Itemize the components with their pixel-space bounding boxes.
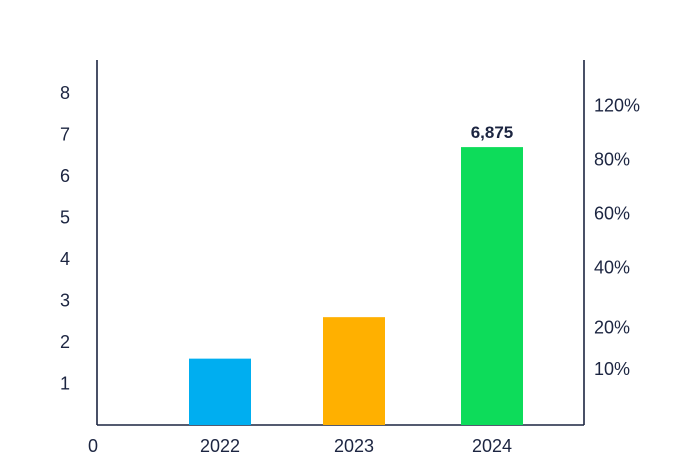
left-tick-7: 7 [60, 125, 70, 145]
left-tick-6: 6 [60, 166, 70, 186]
left-tick-5: 5 [60, 208, 70, 228]
right-tick-20pct: 20% [594, 318, 630, 338]
origin-tick-label: 0 [88, 436, 98, 456]
right-tick-10pct: 10% [594, 359, 630, 379]
right-tick-120pct: 120% [594, 96, 640, 116]
right-tick-80pct: 80% [594, 150, 630, 170]
left-tick-8: 8 [60, 83, 70, 103]
x-tick-2024: 2024 [472, 436, 512, 456]
right-tick-60pct: 60% [594, 203, 630, 223]
left-tick-2: 2 [60, 332, 70, 352]
bars-group: 6,875 [189, 123, 523, 425]
bar-2024 [461, 147, 523, 425]
bar-2022 [189, 358, 251, 425]
data-label-2024: 6,875 [471, 123, 514, 142]
x-tick-2022: 2022 [200, 436, 240, 456]
left-tick-1: 1 [60, 374, 70, 394]
x-tick-2023: 2023 [334, 436, 374, 456]
left-tick-3: 3 [60, 291, 70, 311]
right-tick-40pct: 40% [594, 257, 630, 277]
left-axis-ticks: 1 2 3 4 5 6 7 8 [60, 83, 70, 393]
right-axis-ticks: 10% 20% 40% 60% 80% 120% [594, 96, 640, 379]
x-axis-ticks: 2022 2023 2024 [200, 436, 512, 456]
bar-2023 [323, 317, 385, 425]
left-tick-4: 4 [60, 249, 70, 269]
